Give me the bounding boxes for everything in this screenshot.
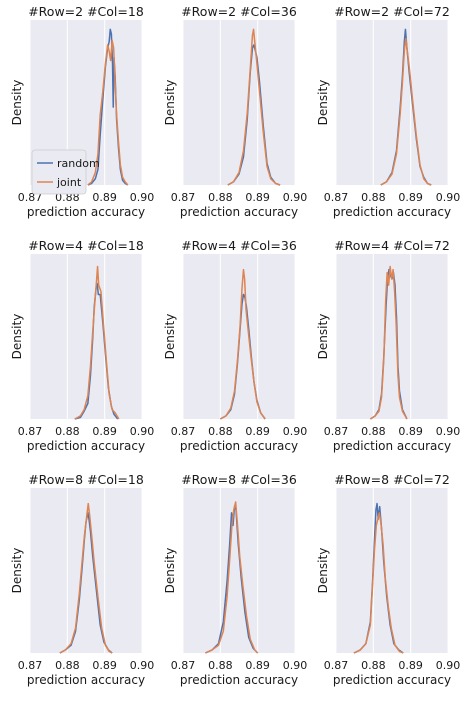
- subplot-4: 0.87 0.88 0.89 0.90 #Row=4 #Col=18 prediction…: [10, 238, 154, 453]
- x-axis-label: prediction accuracy: [180, 439, 298, 453]
- subplot-title: #Row=2 #Col=36: [181, 4, 297, 19]
- x-tick-label: 0.88: [361, 659, 386, 672]
- y-axis-label: Density: [316, 80, 330, 126]
- subplot-9: 0.87 0.88 0.89 0.90 #Row=8 #Col=72 prediction…: [316, 472, 460, 687]
- series-line-joint: [380, 37, 432, 186]
- subplot-6: 0.87 0.88 0.89 0.90 #Row=4 #Col=72 prediction…: [316, 238, 460, 453]
- subplot-1: 0.87 0.88 0.89 0.90#Row=2 #Col=18prediction…: [10, 4, 154, 219]
- x-tick-label: 0.90: [130, 191, 155, 204]
- subplot-title: #Row=4 #Col=36: [181, 238, 297, 253]
- x-tick-label: 0.88: [361, 191, 386, 204]
- x-tick-label: 0.90: [436, 659, 461, 672]
- subplot-3: 0.87 0.88 0.89 0.90 #Row=2 #Col=72 prediction…: [316, 4, 460, 219]
- x-tick-label: 0.88: [208, 191, 233, 204]
- x-tick-label: 0.87: [324, 659, 349, 672]
- x-tick-label: 0.90: [130, 659, 155, 672]
- x-tick-label: 0.87: [171, 425, 196, 438]
- x-tick-label: 0.89: [92, 425, 117, 438]
- series-line-joint: [219, 268, 266, 420]
- legend: random joint: [31, 149, 100, 195]
- plot-area: [336, 488, 448, 653]
- x-tick-label: 0.89: [245, 425, 270, 438]
- subplot-title: #Row=8 #Col=18: [28, 472, 144, 487]
- x-tick-label: 0.87: [324, 425, 349, 438]
- x-tick-label: 0.89: [92, 659, 117, 672]
- y-axis-label: Density: [10, 80, 24, 126]
- x-tick-label: 0.88: [55, 425, 80, 438]
- subplot-title: #Row=2 #Col=18: [28, 4, 144, 19]
- x-tick-label: 0.87: [18, 425, 43, 438]
- x-axis-label: prediction accuracy: [333, 205, 451, 219]
- x-tick-label: 0.90: [436, 425, 461, 438]
- series-line-joint: [369, 265, 408, 420]
- subplot-title: #Row=4 #Col=18: [28, 238, 144, 253]
- plot-area: [183, 488, 295, 653]
- x-tick-label: 0.89: [245, 659, 270, 672]
- series-line-joint: [227, 28, 281, 186]
- y-axis-label: Density: [163, 314, 177, 360]
- y-axis-label: Density: [163, 80, 177, 126]
- x-tick-label: 0.89: [398, 425, 423, 438]
- x-tick-label: 0.89: [92, 191, 117, 204]
- x-tick-label: 0.90: [436, 191, 461, 204]
- subplot-title: #Row=8 #Col=36: [181, 472, 297, 487]
- subplot-2: 0.87 0.88 0.89 0.90 #Row=2 #Col=36 prediction…: [163, 4, 307, 219]
- x-axis-label: prediction accuracy: [180, 673, 298, 687]
- y-axis-label: Density: [10, 548, 24, 594]
- x-tick-label: 0.87: [171, 191, 196, 204]
- x-tick-label: 0.90: [283, 425, 308, 438]
- x-axis-label: prediction accuracy: [27, 439, 145, 453]
- subplot-title: #Row=4 #Col=72: [334, 238, 450, 253]
- x-tick-label: 0.88: [208, 425, 233, 438]
- series-line-joint: [74, 265, 120, 420]
- legend-label: joint: [56, 176, 82, 189]
- plot-area: [30, 488, 142, 653]
- x-tick-label: 0.87: [171, 659, 196, 672]
- legend-box: [31, 149, 87, 195]
- y-axis-label: Density: [10, 314, 24, 360]
- plot-area: [336, 254, 448, 419]
- subplot-8: 0.87 0.88 0.89 0.90 #Row=8 #Col=36 prediction…: [163, 472, 307, 687]
- x-tick-label: 0.90: [283, 659, 308, 672]
- y-axis-label: Density: [316, 314, 330, 360]
- y-axis-label: Density: [163, 548, 177, 594]
- x-tick-label: 0.89: [245, 191, 270, 204]
- y-axis-label: Density: [316, 548, 330, 594]
- x-tick-label: 0.89: [398, 191, 423, 204]
- subplot-5: 0.87 0.88 0.89 0.90 #Row=4 #Col=36 prediction…: [163, 238, 307, 453]
- subplot-title: #Row=8 #Col=72: [334, 472, 450, 487]
- series-line-joint: [87, 39, 129, 186]
- plot-area: [30, 254, 142, 419]
- series-line-joint: [59, 502, 113, 654]
- x-tick-label: 0.87: [18, 659, 43, 672]
- subplot-title: #Row=2 #Col=72: [334, 4, 450, 19]
- series-line-joint: [205, 501, 259, 654]
- x-tick-label: 0.88: [55, 659, 80, 672]
- x-tick-label: 0.88: [361, 425, 386, 438]
- x-tick-label: 0.90: [130, 425, 155, 438]
- x-axis-label: prediction accuracy: [180, 205, 298, 219]
- legend-label: random: [57, 157, 100, 170]
- plot-area: [183, 20, 295, 185]
- x-tick-label: 0.89: [398, 659, 423, 672]
- x-tick-label: 0.87: [324, 191, 349, 204]
- x-tick-label: 0.88: [208, 659, 233, 672]
- x-axis-label: prediction accuracy: [27, 673, 145, 687]
- x-axis-label: prediction accuracy: [333, 439, 451, 453]
- x-axis-label: prediction accuracy: [333, 673, 451, 687]
- x-tick-label: 0.90: [283, 191, 308, 204]
- x-axis-label: prediction accuracy: [27, 205, 145, 219]
- series-line-joint: [353, 512, 404, 654]
- subplot-7: 0.87 0.88 0.89 0.90 #Row=8 #Col=18 prediction…: [10, 472, 154, 687]
- plot-area: [336, 20, 448, 185]
